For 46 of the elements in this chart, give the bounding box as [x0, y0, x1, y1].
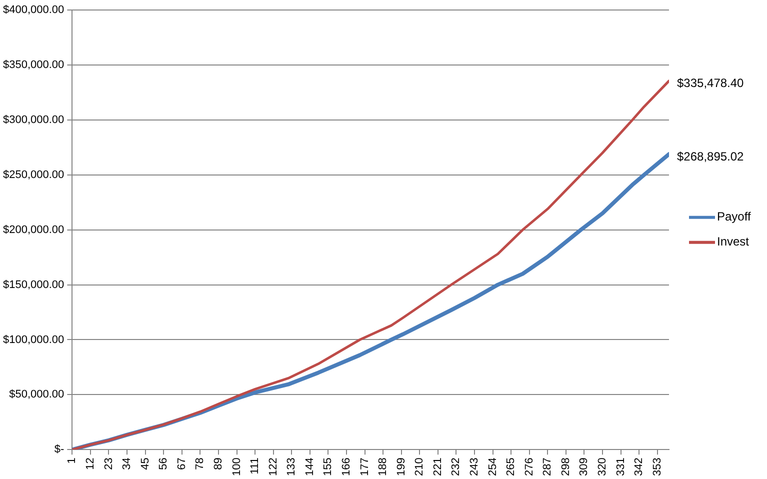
x-tick-label: 23 [102, 458, 115, 470]
y-tick-label: $200,000.00 [3, 224, 64, 236]
legend-label: Invest [717, 234, 750, 249]
y-tick-label: $250,000.00 [3, 168, 64, 181]
x-tick-label: 210 [414, 458, 426, 476]
x-tick-label: 199 [395, 458, 408, 476]
x-tick-label: 232 [450, 458, 462, 476]
x-tick-label: 122 [267, 458, 280, 476]
y-tick-label: $150,000.00 [3, 278, 64, 291]
x-tick-label: 265 [505, 458, 518, 476]
x-tick-label: 34 [121, 458, 134, 470]
x-tick-label: 243 [468, 458, 481, 476]
x-tick-label: 331 [614, 458, 627, 476]
x-tick-label: 144 [304, 458, 316, 476]
x-tick-label: 89 [212, 458, 224, 470]
x-tick-label: 298 [560, 458, 572, 476]
x-tick-label: 276 [523, 458, 536, 476]
x-tick-label: 100 [230, 458, 243, 476]
x-tick-label: 1 [66, 458, 78, 464]
x-tick-label: 309 [578, 458, 590, 476]
x-tick-label: 56 [158, 458, 170, 470]
x-tick-label: 342 [633, 458, 646, 476]
legend-label: Payoff [717, 210, 752, 224]
x-tick-label: 320 [596, 458, 609, 476]
y-tick-label: $400,000.00 [3, 4, 64, 16]
x-tick-label: 155 [322, 458, 334, 476]
x-tick-label: 188 [377, 458, 390, 476]
x-tick-label: 177 [358, 458, 371, 476]
y-tick-label: $- [54, 444, 65, 456]
x-tick-label: 78 [194, 458, 206, 470]
x-tick-label: 133 [286, 458, 298, 476]
x-tick-label: 353 [651, 458, 664, 476]
x-tick-label: 12 [84, 458, 96, 470]
data-label: $268,895.02 [677, 149, 744, 164]
y-tick-label: $300,000.00 [3, 114, 64, 126]
y-tick-label: $50,000.00 [9, 388, 64, 401]
x-tick-label: 67 [176, 458, 188, 470]
data-label: $335,478.40 [677, 76, 744, 90]
x-tick-label: 166 [340, 458, 353, 476]
x-tick-label: 287 [542, 458, 554, 476]
y-tick-label: $350,000.00 [3, 58, 64, 71]
x-tick-label: 254 [486, 458, 499, 476]
x-tick-label: 45 [139, 458, 152, 470]
x-tick-label: 221 [432, 458, 444, 476]
y-tick-label: $100,000.00 [3, 334, 64, 346]
x-tick-label: 111 [249, 458, 262, 474]
